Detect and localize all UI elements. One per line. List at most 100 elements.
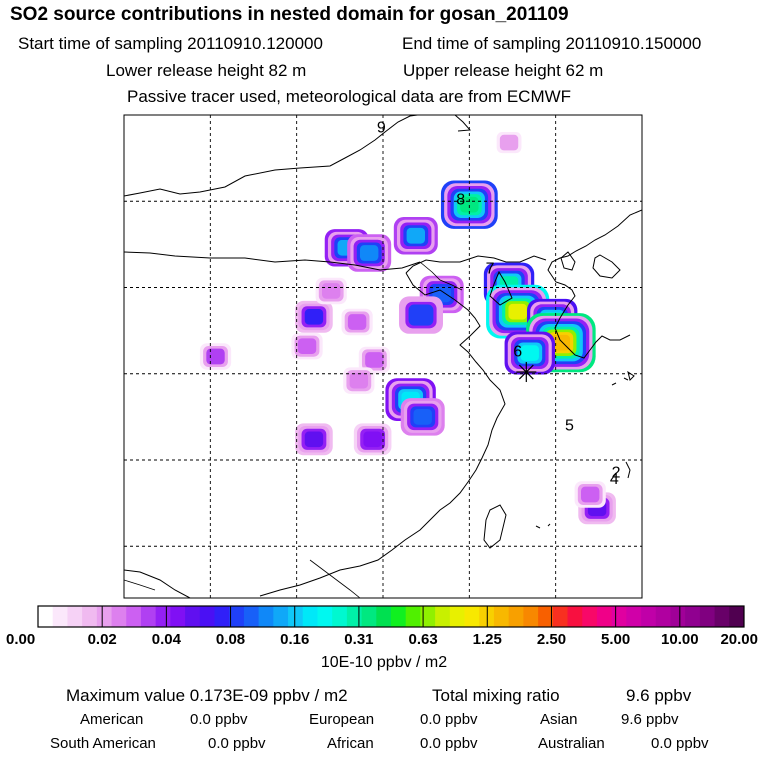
plume-cell — [460, 196, 479, 213]
region-name: Asian — [540, 711, 578, 728]
colorbar-swatch — [376, 606, 392, 627]
colorbar-swatch — [626, 606, 642, 627]
plume-cell — [206, 348, 225, 365]
colorbar — [37, 605, 745, 628]
colorbar-swatch — [243, 606, 260, 627]
colorbar-swatch — [391, 606, 407, 627]
map-frame — [123, 114, 643, 599]
colorbar-tick-label: 0.08 — [215, 631, 246, 648]
trajectory-label: 8 — [456, 192, 465, 209]
colorbar-swatch — [288, 606, 304, 627]
region-value: 0.0 ppbv — [190, 711, 248, 728]
region-value: 0.0 ppbv — [420, 711, 478, 728]
colorbar-swatch — [508, 606, 524, 627]
plume-cell — [499, 134, 519, 151]
coastlines — [124, 115, 642, 598]
colorbar-swatch — [405, 606, 421, 627]
plume-cell — [520, 345, 539, 361]
colorbar-swatch — [685, 606, 701, 627]
colorbar-swatch — [229, 606, 245, 627]
colorbar-swatch — [449, 606, 465, 627]
start-time-label: Start time of sampling 20110910.120000 — [18, 34, 323, 53]
plume-cell — [304, 431, 324, 448]
region-name: American — [80, 711, 144, 728]
colorbar-swatch — [258, 606, 274, 627]
plume-cell — [349, 372, 369, 389]
colorbar-unit: 10E-10 ppbv / m2 — [320, 654, 448, 671]
colorbar-swatch — [538, 606, 554, 627]
colorbar-tick-label: 1.25 — [472, 631, 502, 648]
region-name: South American — [50, 735, 156, 752]
plume-layer — [199, 132, 616, 525]
colorbar-swatch — [670, 606, 686, 627]
colorbar-swatch — [126, 606, 142, 627]
colorbar-swatch — [332, 606, 348, 627]
colorbar-tick-label: 0.31 — [344, 631, 374, 648]
trajectory-label: 2 — [612, 464, 621, 481]
colorbar-tick-label: 0.16 — [280, 631, 310, 648]
total-mixing-label: Total mixing ratio — [432, 686, 560, 705]
colorbar-swatch — [641, 606, 657, 627]
colorbar-tick-label: 0.00 — [6, 631, 36, 648]
region-value: 0.0 ppbv — [208, 735, 266, 752]
plume-cell — [363, 431, 382, 448]
end-time-label: End time of sampling 20110910.150000 — [402, 34, 702, 53]
plume-cell — [508, 303, 527, 320]
colorbar-swatch — [464, 606, 480, 627]
lower-release-label: Lower release height 82 m — [106, 61, 307, 80]
plume-cell — [347, 314, 367, 330]
colorbar-swatch — [273, 606, 289, 627]
colorbar-swatch — [714, 606, 730, 627]
colorbar-swatch — [302, 606, 318, 627]
plume-cell — [297, 338, 317, 354]
plume-cell — [413, 409, 432, 425]
grid-lines — [124, 115, 642, 598]
tracer-note: Passive tracer used, meteorological data… — [127, 87, 572, 106]
colorbar-swatch — [582, 606, 598, 627]
colorbar-swatch — [596, 606, 613, 627]
colorbar-swatch — [82, 606, 98, 627]
colorbar-swatch — [493, 606, 510, 627]
plume-cell — [411, 307, 431, 323]
upper-release-label: Upper release height 62 m — [403, 61, 604, 80]
trajectory-label: 7 — [486, 261, 495, 278]
colorbar-swatch — [96, 606, 112, 627]
receptor-star-icon — [516, 362, 537, 383]
region-value: 0.0 ppbv — [420, 735, 478, 752]
colorbar-tick-label: 2.50 — [536, 631, 567, 648]
plume-cell — [359, 245, 379, 261]
region-name: European — [309, 711, 375, 728]
trajectory-label: 5 — [565, 418, 574, 435]
colorbar-tick-label: 0.63 — [408, 631, 438, 648]
colorbar-swatch — [611, 606, 627, 627]
plume-cell — [304, 309, 324, 325]
region-name: Australian — [538, 735, 605, 752]
chart-title: SO2 source contributions in nested domai… — [10, 4, 569, 25]
colorbar-swatch — [420, 606, 436, 627]
trajectory-label: 4 — [610, 471, 619, 488]
colorbar-swatch — [567, 606, 583, 627]
region-name: African — [327, 735, 374, 752]
colorbar-swatch — [38, 606, 54, 627]
colorbar-swatch — [655, 606, 671, 627]
colorbar-frame — [37, 605, 745, 628]
colorbar-swatch — [699, 606, 715, 627]
colorbar-swatch — [346, 606, 362, 627]
colorbar-swatch — [185, 606, 201, 627]
colorbar-swatch — [435, 606, 451, 627]
colorbar-swatch — [155, 606, 171, 627]
colorbar-swatch — [317, 606, 333, 627]
total-mixing-value: 9.6 ppbv — [626, 686, 692, 705]
colorbar-swatch — [552, 606, 568, 627]
plume-cell — [322, 283, 341, 299]
borders — [124, 196, 463, 598]
colorbar-tick-label: 0.02 — [87, 631, 117, 648]
plume-cell — [406, 227, 426, 244]
colorbar-swatch — [523, 606, 539, 627]
colorbar-swatch — [52, 606, 68, 627]
colorbar-tick-label: 5.00 — [601, 631, 631, 648]
trajectory-label: 6 — [513, 344, 522, 361]
colorbar-tick-label: 10.00 — [661, 631, 699, 648]
colorbar-swatch — [170, 606, 186, 627]
